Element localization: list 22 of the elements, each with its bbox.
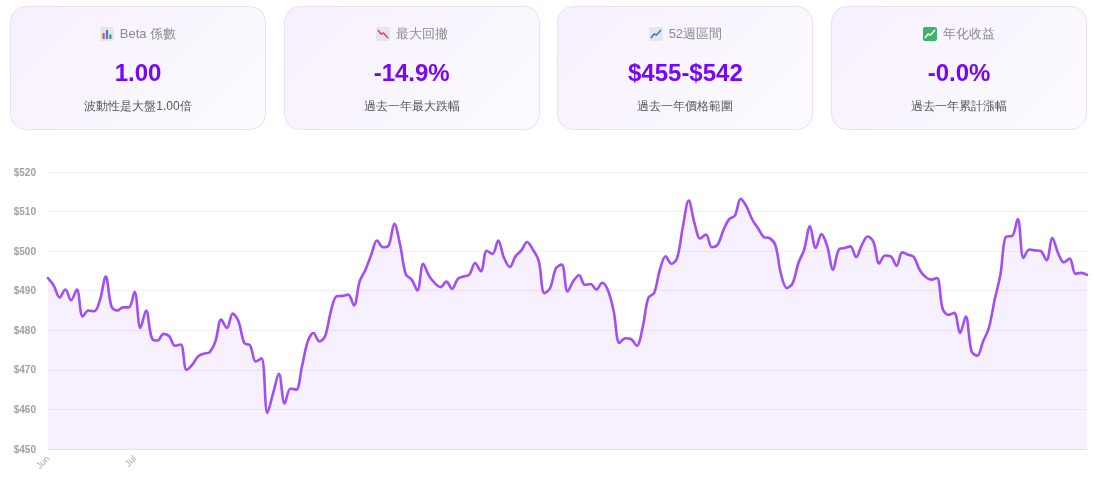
text: 波動性是大盤1.00倍 bbox=[83, 98, 193, 114]
y-tick-label: $510 bbox=[13, 206, 37, 218]
text: 過去一年價格範圍 bbox=[636, 98, 735, 114]
text: 過去一年最大跌幅 bbox=[362, 98, 461, 114]
y-tick-label: $480 bbox=[13, 324, 37, 336]
x-tick-label: Jul bbox=[122, 453, 139, 469]
text: 最大回撤 bbox=[395, 25, 448, 43]
text: -14.9% bbox=[372, 58, 451, 88]
y-tick-label: $490 bbox=[13, 285, 37, 297]
text: $455-$542 bbox=[627, 58, 744, 88]
text: Beta 係數 bbox=[119, 25, 177, 43]
text: 52週區間 bbox=[668, 25, 723, 43]
y-tick-label: $520 bbox=[13, 166, 37, 178]
y-tick-label: $460 bbox=[13, 403, 37, 415]
text: 年化收益 bbox=[943, 25, 996, 43]
text: 1.00 bbox=[113, 58, 163, 88]
text: 過去一年累計漲幅 bbox=[910, 98, 1009, 114]
y-tick-label: $470 bbox=[13, 364, 37, 376]
y-tick-label: $450 bbox=[13, 443, 37, 455]
y-tick-label: $500 bbox=[13, 245, 37, 257]
text: -0.0% bbox=[926, 58, 992, 88]
x-tick-label: Jun bbox=[34, 453, 52, 471]
